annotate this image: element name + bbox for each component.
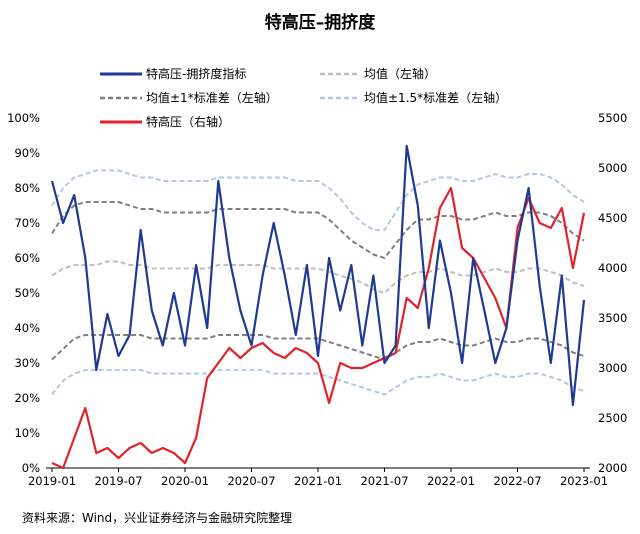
x-tick-label: 2022-07: [493, 474, 541, 488]
series-line-band1-lower: [51, 334, 585, 361]
y-right-tick-label: 3000: [598, 361, 627, 375]
legend-label-price: 特高压（右轴）: [146, 114, 230, 129]
x-tick-label: 2020-07: [227, 474, 275, 488]
y-left-tick-label: 70%: [14, 216, 40, 230]
series-line-band15-lower: [51, 369, 585, 396]
series-line-mean: [51, 260, 585, 294]
y-left-tick-label: 50%: [14, 286, 40, 300]
x-tick-label: 2023-01: [560, 474, 608, 488]
y-left-tick-label: 90%: [14, 146, 40, 160]
y-left-tick-label: 100%: [7, 111, 40, 125]
x-axis-ticks: 2019-01 2019-07 2020-01 2020-07 2021-01 2021-…: [28, 468, 608, 488]
x-tick-label: 2021-07: [360, 474, 408, 488]
y-left-tick-label: 20%: [14, 391, 40, 405]
x-tick-label: 2020-01: [161, 474, 209, 488]
y-left-tick-label: 60%: [14, 251, 40, 265]
y-right-tick-label: 2000: [598, 461, 627, 475]
y-left-tick-label: 40%: [14, 321, 40, 335]
y-left-tick-label: 30%: [14, 356, 40, 370]
series-line-price: [51, 186, 586, 470]
legend-label-band15: 均值±1.5*标准差（左轴）: [364, 90, 507, 105]
x-tick-label: 2021-01: [294, 474, 342, 488]
series-line-band15-upper: [51, 169, 585, 231]
legend: 特高压-拥挤度指标 均值（左轴） 均值±1*标准差（左轴） 均值±1.5*标准差…: [100, 66, 507, 129]
x-tick-label: 2019-01: [28, 474, 76, 488]
y-right-tick-label: 2500: [598, 411, 627, 425]
left-axis-ticks: 0% 10% 20% 30% 40% 50% 60% 70% 80% 90% 100%: [7, 111, 40, 475]
y-left-tick-label: 80%: [14, 181, 40, 195]
chart-title: 特高压–拥挤度: [264, 13, 376, 33]
legend-label-mean: 均值（左轴）: [364, 66, 436, 81]
y-right-tick-label: 4000: [598, 261, 627, 275]
series-layer: [50, 144, 586, 470]
x-tick-label: 2022-01: [427, 474, 475, 488]
y-right-tick-label: 3500: [598, 311, 627, 325]
y-left-tick-label: 0%: [22, 461, 40, 475]
y-right-tick-label: 4500: [598, 211, 627, 225]
series-line-crowding: [50, 144, 586, 407]
y-right-tick-label: 5500: [598, 111, 627, 125]
y-left-tick-label: 10%: [14, 426, 40, 440]
source-note: 资料来源：Wind，兴业证券经济与金融研究院整理: [22, 511, 293, 525]
legend-label-crowding: 特高压-拥挤度指标: [146, 66, 246, 81]
y-right-tick-label: 5000: [598, 161, 627, 175]
right-axis-ticks: 2000 2500 3000 3500 4000 4500 5000 5500: [598, 111, 627, 475]
series-line-band1-upper: [51, 201, 585, 259]
x-tick-label: 2019-07: [94, 474, 142, 488]
legend-label-band1: 均值±1*标准差（左轴）: [146, 90, 278, 105]
